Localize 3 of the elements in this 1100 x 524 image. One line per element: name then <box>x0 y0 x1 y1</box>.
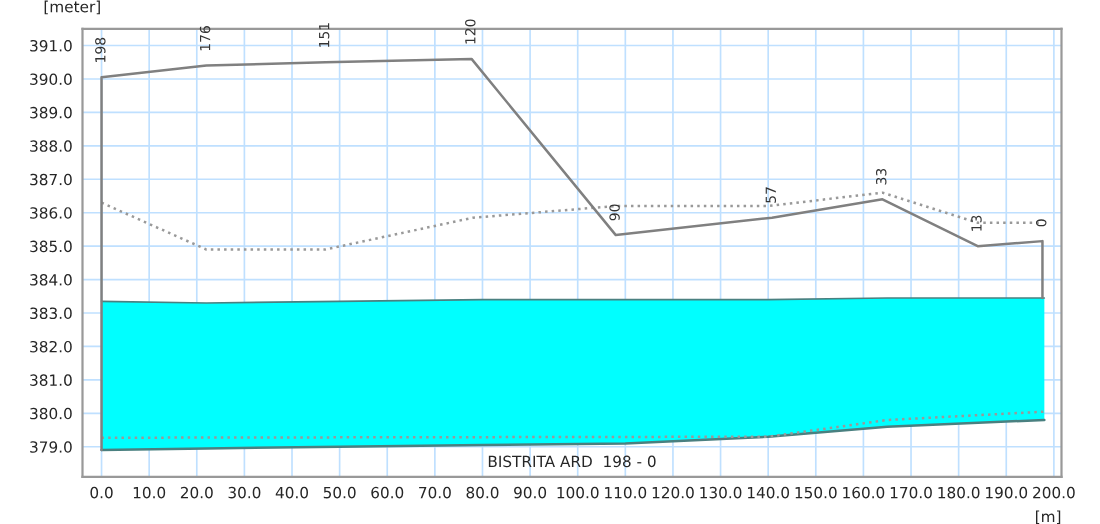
line-series <box>100 191 1044 251</box>
line-series <box>100 410 1046 439</box>
line-series <box>100 418 1046 452</box>
